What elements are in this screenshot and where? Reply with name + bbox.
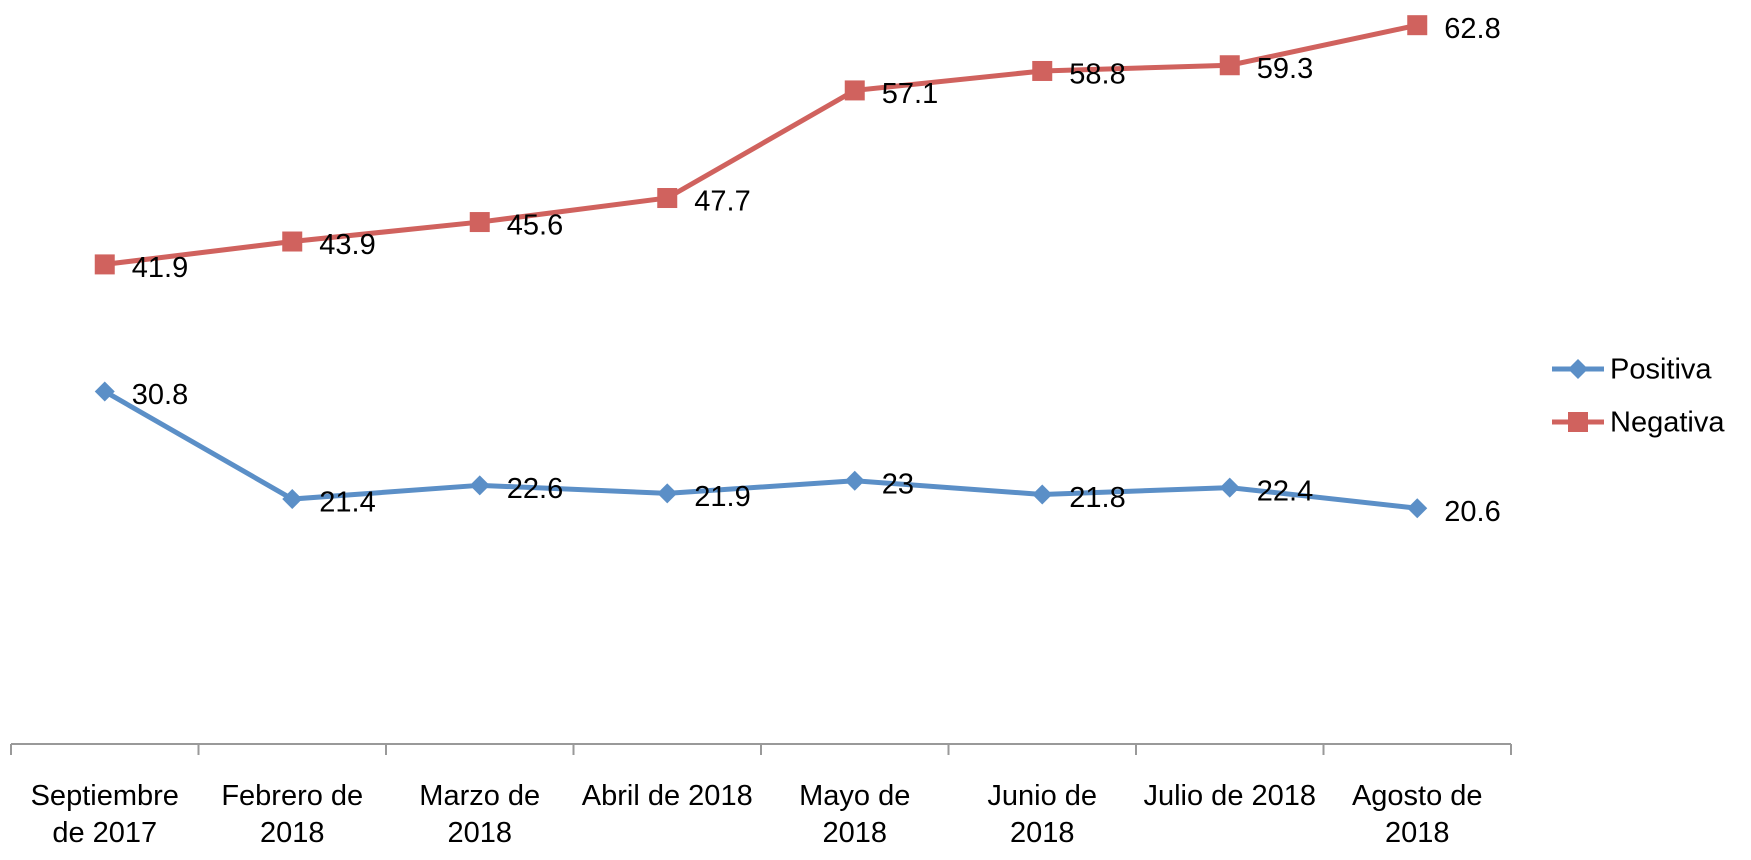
marker <box>1032 60 1053 81</box>
data-label: 20.6 <box>1444 496 1500 528</box>
data-label: 22.6 <box>507 473 563 505</box>
marker <box>1219 55 1240 76</box>
x-tick-label: Abril de 2018 <box>581 780 753 812</box>
marker <box>469 475 490 496</box>
data-label: 21.8 <box>1069 482 1125 514</box>
x-tick-label: Julio de 2018 <box>1143 780 1317 812</box>
data-label: 62.8 <box>1444 13 1500 45</box>
marker <box>94 381 115 402</box>
marker <box>657 483 678 504</box>
x-tick-label: Febrero de 2018 <box>221 780 364 849</box>
data-label: 57.1 <box>882 78 938 110</box>
marker <box>282 489 303 510</box>
x-tick-label: Marzo de 2018 <box>419 780 541 849</box>
x-tick-label: Agosto de 2018 <box>1351 780 1483 849</box>
series-line <box>104 22 1418 267</box>
data-label: 43.9 <box>319 229 375 261</box>
x-tick-label: Junio de 2018 <box>987 780 1098 849</box>
marker <box>1407 15 1428 36</box>
data-label: 23 <box>882 468 914 500</box>
marker <box>469 212 490 233</box>
legend-label: Negativa <box>1610 407 1725 439</box>
data-label: 47.7 <box>694 186 750 218</box>
x-tick-label: Mayo de 2018 <box>799 780 911 849</box>
data-label: 45.6 <box>507 210 563 242</box>
data-label: 59.3 <box>1257 53 1313 85</box>
marker <box>1032 484 1053 505</box>
data-label: 21.9 <box>694 481 750 513</box>
marker <box>94 254 115 275</box>
marker <box>282 231 303 252</box>
data-label: 30.8 <box>132 379 188 411</box>
data-label: 58.8 <box>1069 59 1125 91</box>
marker <box>1568 412 1588 432</box>
marker <box>1407 498 1428 519</box>
legend-label: Positiva <box>1610 354 1712 386</box>
marker <box>844 470 865 491</box>
marker <box>657 188 678 209</box>
marker <box>1568 359 1588 379</box>
data-label: 21.4 <box>319 487 375 519</box>
data-label: 41.9 <box>132 252 188 284</box>
marker <box>1219 477 1240 498</box>
marker <box>844 80 865 101</box>
data-label: 22.4 <box>1257 475 1313 507</box>
series-line <box>103 389 1418 511</box>
x-tick-label: Septiembre de 2017 <box>30 780 179 849</box>
